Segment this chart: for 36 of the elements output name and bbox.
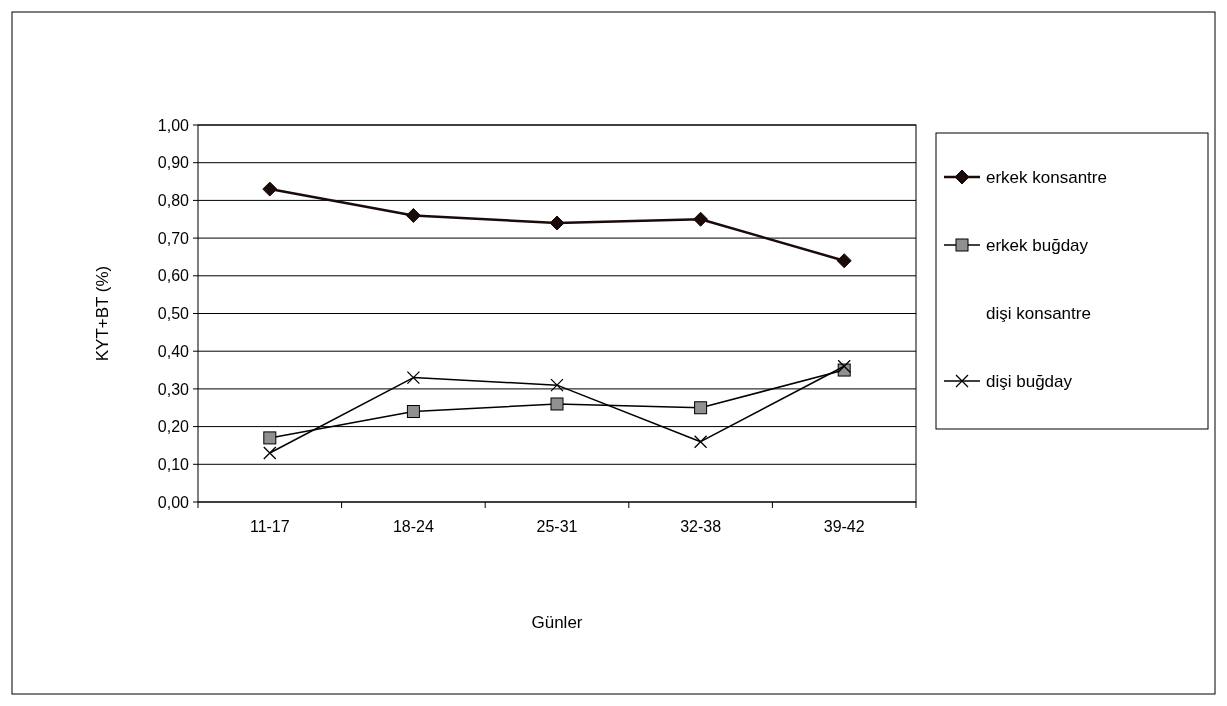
y-tick-label: 0,90 (157, 154, 190, 172)
x-axis-title: Günler (531, 613, 583, 632)
x-tick-label: 39-42 (823, 518, 865, 535)
y-tick-label: 0,50 (157, 305, 190, 323)
point (549, 215, 565, 231)
y-tick-label: 0,40 (157, 342, 190, 360)
point (694, 401, 708, 415)
y-axis-title: KYT+BT (%) (93, 265, 112, 362)
y-tick-label: 0,00 (157, 493, 190, 511)
x-tick-label: 32-38 (680, 518, 722, 535)
point (550, 378, 564, 392)
point (262, 181, 278, 197)
legend-label: erkek buğday (986, 235, 1089, 255)
point (693, 211, 709, 227)
point (263, 431, 277, 445)
point (406, 405, 420, 419)
y-tick-label: 0,80 (157, 192, 190, 209)
x-tick-label: 18-24 (392, 518, 434, 535)
y-tick-label: 0,20 (157, 418, 190, 436)
y-tick-label: 0,30 (157, 380, 190, 398)
point (836, 253, 852, 269)
point (406, 370, 421, 385)
legend-label: dişi buğday (986, 371, 1073, 391)
y-tick-label: 0,60 (157, 267, 190, 285)
y-tick-label: 1,00 (157, 116, 190, 134)
point (837, 359, 851, 373)
x-tick-label: 25-31 (536, 518, 578, 535)
point (693, 435, 708, 449)
y-tick-label: 0,10 (157, 455, 190, 473)
point (263, 446, 277, 460)
point (550, 397, 564, 411)
point (405, 207, 421, 223)
text: dişi konsantre (986, 303, 1091, 323)
y-tick-label: 0,70 (157, 229, 190, 247)
x-tick-label: 11-17 (249, 518, 290, 535)
legend-label: erkek konsantre (986, 167, 1107, 187)
